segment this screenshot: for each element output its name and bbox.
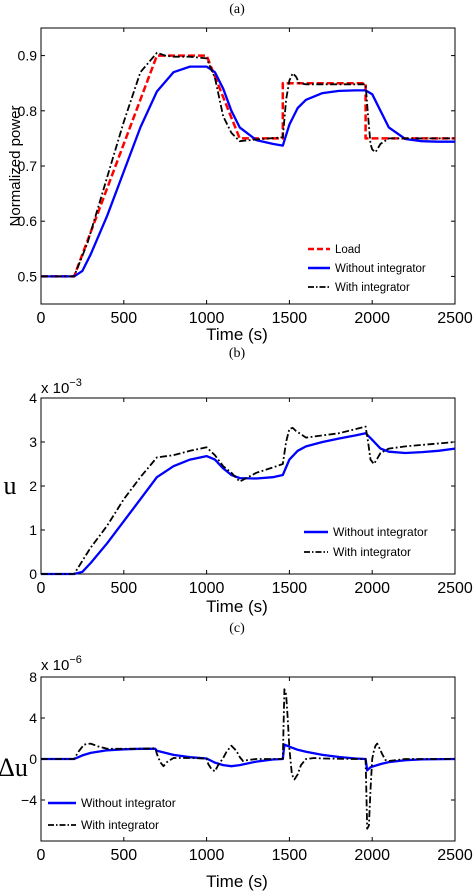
x-tick-label: 0: [37, 580, 46, 597]
panel-label-c: (c): [229, 621, 245, 636]
x-tick-label: 500: [110, 580, 137, 597]
series-line-with-integrator: [41, 51, 455, 278]
legend-label-without-integrator: Without integrator: [335, 263, 426, 275]
x-tick-label: 1000: [189, 847, 225, 864]
y-axis-label-a: Normalized power: [7, 106, 24, 227]
series-line-without-integrator: [41, 65, 455, 278]
legend-label-with-integrator: With integrator: [335, 282, 410, 294]
y-tick-label: 0.9: [18, 48, 38, 64]
series-line-load: [41, 54, 455, 278]
legend-label-without-integrator-c: Without integrator: [81, 796, 176, 810]
x-tick-label: 1000: [189, 310, 225, 327]
exponent-label-c: x 10−6: [41, 654, 82, 674]
legend-c: Without integrator With integrator: [48, 796, 176, 832]
y-tick-label: 0: [29, 751, 37, 767]
x-tick-label: 2500: [437, 847, 473, 864]
x-tick-label: 2000: [354, 310, 390, 327]
y-tick-label: 8: [29, 669, 37, 685]
legend-label-load: Load: [335, 244, 361, 256]
x-tick-label: 1000: [189, 580, 225, 597]
panel-label-a: (a): [229, 2, 245, 17]
legend-label-with-integrator-b: With integrator: [333, 545, 411, 559]
series-line-with-integrator: [41, 425, 456, 575]
exponent-label-b: x 10−3: [41, 377, 82, 397]
series-line-with-integrator: [41, 688, 455, 830]
x-axis-label-c: Time (s): [206, 872, 268, 891]
y-tick-label: 4: [29, 710, 37, 726]
panel-label-b: (b): [229, 346, 246, 361]
y-tick-label: 1: [29, 522, 37, 538]
x-tick-label: 1500: [272, 580, 308, 597]
x-axis-label-b: Time (s): [206, 597, 268, 616]
y-tick-label: 0.6: [18, 213, 38, 229]
x-tick-label: 1500: [272, 310, 308, 327]
y-tick-label: 2: [29, 478, 37, 494]
legend-label-with-integrator-c: With integrator: [81, 818, 159, 832]
x-tick-label: 1500: [272, 847, 308, 864]
x-tick-label: 500: [110, 310, 137, 327]
x-tick-label: 2000: [354, 847, 390, 864]
x-tick-label: 2000: [354, 580, 390, 597]
y-tick-label: 0.5: [18, 268, 38, 284]
y-tick-label: −4: [21, 792, 37, 808]
panel-b: (b) x 10−3 0 1 2 3 4 0 500 1000 1500 2000 2500 Ti…: [4, 346, 473, 616]
y-tick-label: 0.8: [18, 103, 38, 119]
panel-a: (a) 0.5 0.6 0.7 0.8 0.9 0 500 1000 1500 2000 2500…: [7, 2, 473, 344]
legend-a: Load Without integrator With integrator: [308, 244, 426, 294]
y-tick-label: 3: [29, 434, 37, 450]
series-line-without-integrator: [41, 432, 456, 576]
y-tick-label: 0: [29, 566, 37, 582]
x-tick-label: 0: [37, 310, 46, 327]
x-tick-label: 2500: [437, 580, 473, 597]
y-axis-label-b: u: [4, 471, 17, 500]
x-tick-label: 2500: [437, 310, 473, 327]
y-axis-label-c: Δu: [0, 753, 28, 782]
x-axis-label-a: Time (s): [206, 325, 268, 344]
x-tick-label: 500: [110, 847, 137, 864]
legend-label-without-integrator-b: Without integrator: [333, 525, 428, 539]
panel-c: (c) x 10−6 −4 0 4 8 0 500 1000 1500 2000 2500 Ti…: [0, 621, 473, 891]
x-tick-label: 0: [37, 847, 46, 864]
plot-frame-c: [40, 676, 456, 842]
legend-b: Without integrator With integrator: [304, 525, 428, 559]
y-tick-label: 0.7: [18, 158, 38, 174]
y-tick-label: 4: [29, 390, 37, 406]
